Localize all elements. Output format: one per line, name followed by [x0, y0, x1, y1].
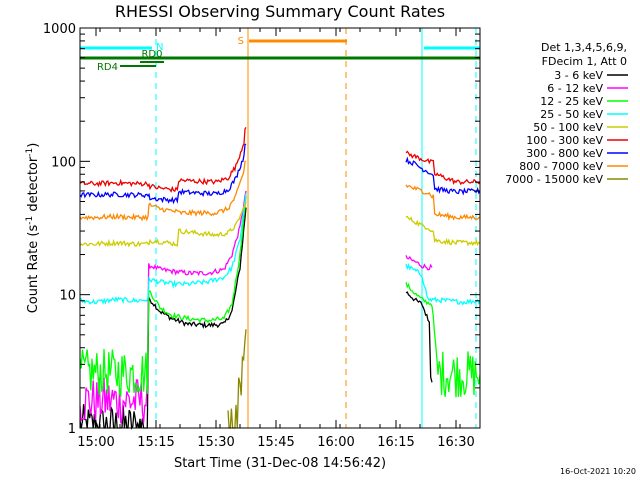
- legend-header-line-2: FDecim 1, Att 0: [542, 55, 627, 68]
- y-axis-label-main: Count Rate (s: [26, 225, 41, 314]
- y-axis-label-sup-1: -1: [25, 216, 35, 225]
- chart-title: RHESSI Observing Summary Count Rates: [115, 2, 445, 21]
- legend: Det 1,3,4,5,6,9, FDecim 1, Att 0 3 - 6 k…: [505, 41, 628, 186]
- x-tick-label: 15:00: [77, 435, 114, 450]
- series-line: [79, 126, 247, 193]
- series-layer: [79, 126, 481, 430]
- night-flag-label: N: [156, 42, 163, 53]
- x-tick-label: 16:15: [377, 435, 414, 450]
- legend-label: 300 - 800 keV: [526, 147, 603, 160]
- y-tick-label: 1000: [43, 22, 76, 37]
- legend-label: 7000 - 15000 keV: [505, 173, 603, 186]
- y-tick-label: 10: [59, 289, 76, 304]
- plot-frame: [79, 27, 481, 429]
- series-line: [405, 150, 481, 186]
- x-tick-label: 15:45: [257, 435, 294, 450]
- series-line: [79, 192, 247, 305]
- x-tick-label: 16:00: [317, 435, 354, 450]
- legend-label: 100 - 300 keV: [526, 134, 603, 147]
- series-line: [79, 195, 247, 398]
- saa-flag-label: S: [238, 36, 244, 47]
- rd4-flag-label: RD4: [97, 62, 118, 73]
- series-line: [79, 143, 247, 205]
- timestamp: 16-Oct-2021 10:20: [560, 467, 636, 476]
- x-tick-label: 16:30: [437, 435, 474, 450]
- series-line: [405, 263, 481, 306]
- legend-label: 12 - 25 keV: [540, 95, 603, 108]
- y-axis-label-end: ): [26, 143, 41, 148]
- flag-layer: N S RD0 RD4: [79, 28, 480, 428]
- x-axis-label: Start Time (31-Dec-08 14:56:42): [174, 456, 386, 471]
- series-line: [405, 156, 481, 196]
- y-axis-label-mid: detector: [26, 156, 41, 216]
- legend-label: 50 - 100 keV: [533, 121, 603, 134]
- series-line: [79, 201, 247, 248]
- series-line: [79, 190, 247, 424]
- axes-layer: 15:00 15:15 15:30 15:45 16:00 16:15 16:30 1 10 10…: [43, 22, 481, 450]
- y-tick-label: 1: [68, 422, 76, 437]
- legend-label: 25 - 50 keV: [540, 108, 603, 121]
- x-tick-label: 15:30: [197, 435, 234, 450]
- y-tick-label: 100: [51, 155, 76, 170]
- series-line: [79, 160, 247, 222]
- legend-label: 6 - 12 keV: [547, 82, 603, 95]
- series-line: [405, 215, 481, 247]
- y-axis-label: Count Rate (s-1 detector-1): [25, 143, 41, 314]
- rd0-flag-label: RD0: [141, 49, 162, 60]
- series-line: [405, 184, 481, 222]
- series-line: [405, 282, 481, 398]
- y-axis-label-sup-2: -1: [25, 148, 35, 157]
- series-line: [405, 255, 433, 271]
- x-tick-label: 15:15: [137, 435, 174, 450]
- series-line: [227, 329, 247, 429]
- series-line: [405, 291, 433, 383]
- legend-label: 800 - 7000 keV: [519, 160, 603, 173]
- legend-label: 3 - 6 keV: [554, 69, 603, 82]
- legend-header-line-1: Det 1,3,4,5,6,9,: [541, 41, 627, 54]
